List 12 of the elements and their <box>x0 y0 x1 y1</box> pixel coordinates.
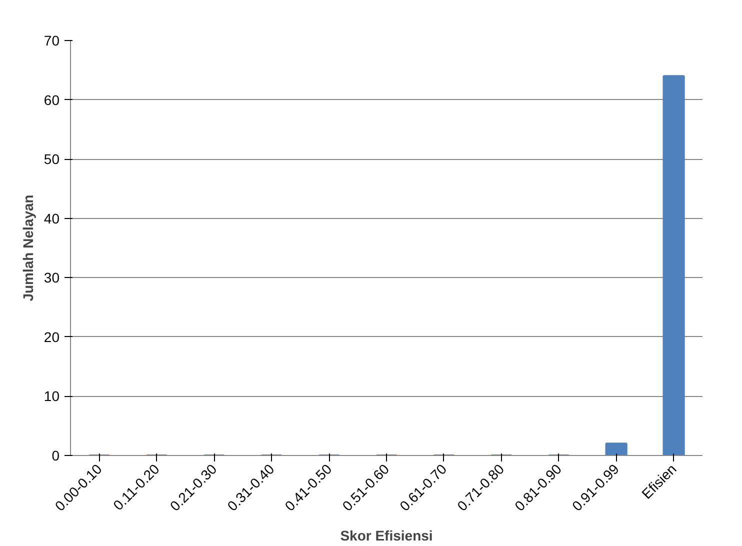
y-tick-label: 20 <box>44 328 60 345</box>
y-tick-label: 50 <box>44 151 60 168</box>
y-axis-title: Jumlah Nelayan <box>20 194 36 302</box>
bar <box>662 75 685 456</box>
y-tick-label: 0 <box>52 448 60 464</box>
y-tick-label: 30 <box>44 270 60 286</box>
y-tick-label: 60 <box>44 92 60 108</box>
y-tick-label: 10 <box>44 388 60 404</box>
y-tick-label: 40 <box>44 210 60 226</box>
y-tick-label: 70 <box>44 32 60 48</box>
x-axis-title: Skor Efisiensi <box>340 528 433 544</box>
bar <box>605 442 628 456</box>
